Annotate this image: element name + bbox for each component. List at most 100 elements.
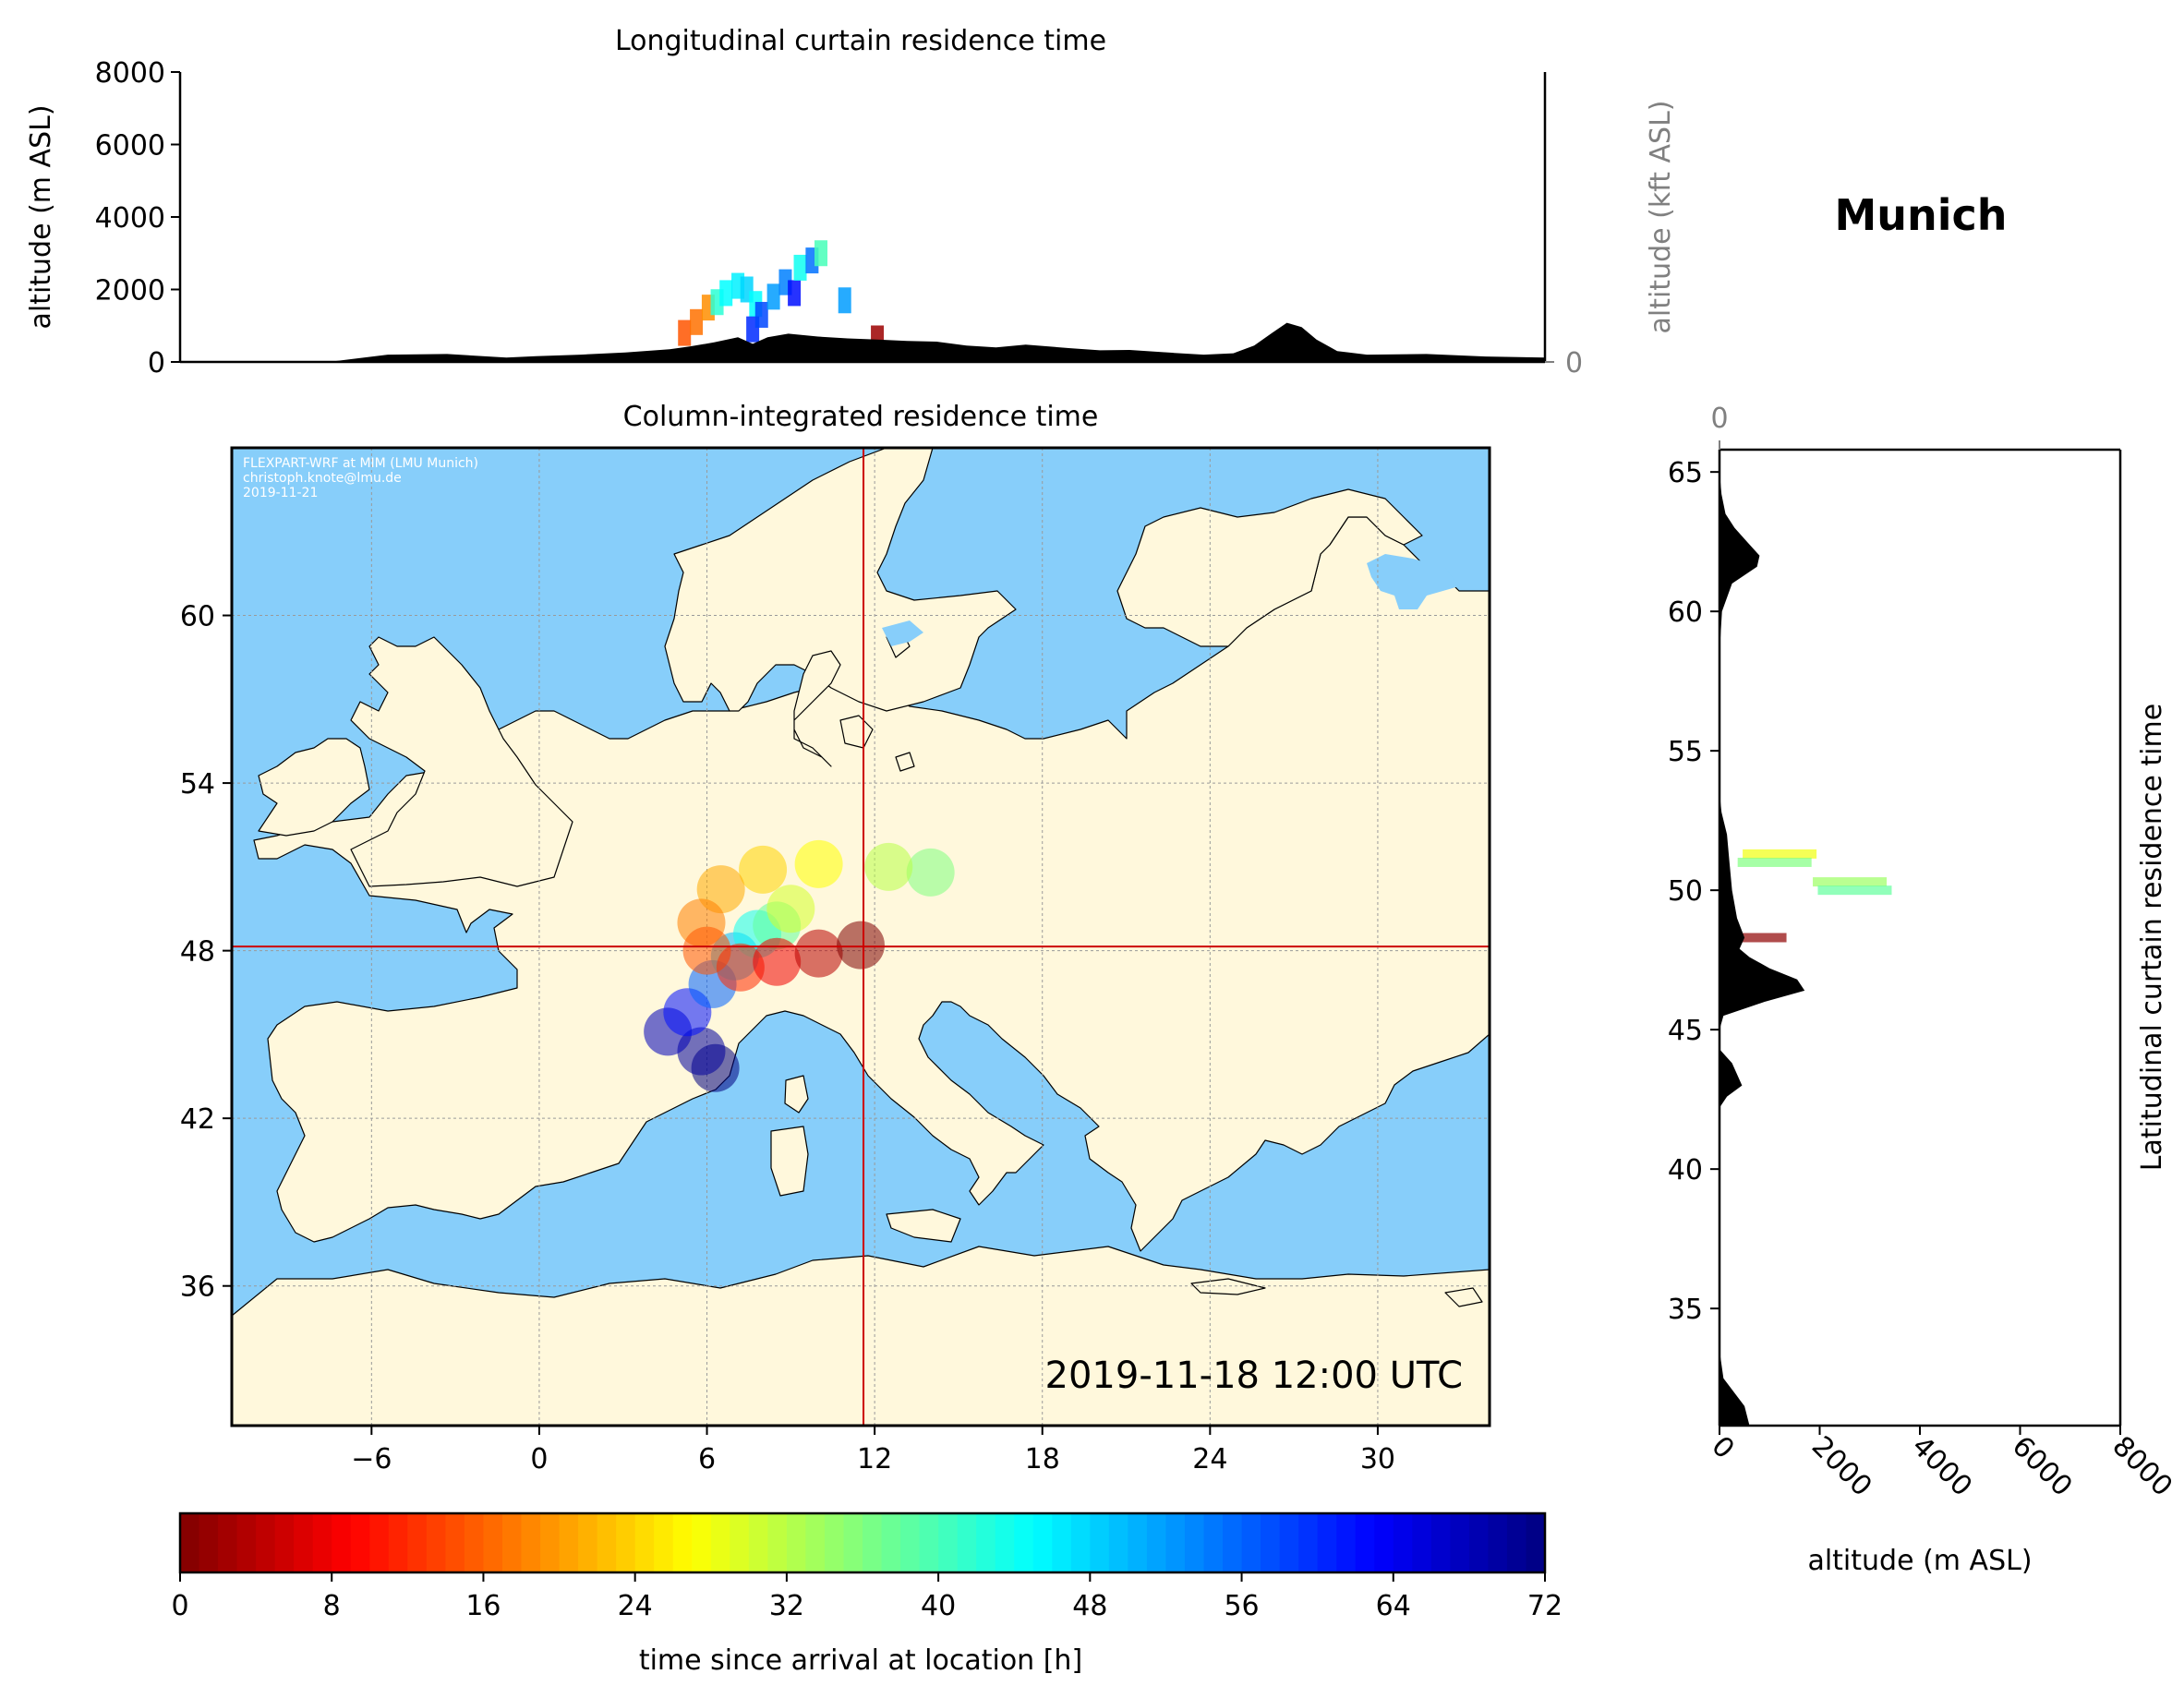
map-ytick-label: 54 [180,768,215,801]
colorbar-cell [1393,1513,1414,1572]
colorbar-cell [501,1513,523,1572]
colorbar-cell [350,1513,371,1572]
colorbar-cell [805,1513,826,1572]
colorbar-cell [180,1513,200,1572]
colorbar-cell [1488,1513,1508,1572]
right-xtick-label: 4000 [1905,1430,1978,1503]
colorbar-cell [1090,1513,1110,1572]
colorbar-cell [1241,1513,1261,1572]
right-ytick-label: 60 [1668,596,1703,629]
colorbar-cell [388,1513,409,1572]
right-residence-marks [1719,849,1892,943]
right-ytick-label: 65 [1668,457,1703,489]
colorbar-cell [710,1513,731,1572]
denmark-jutland [793,650,841,767]
colorbar-cell [824,1513,845,1572]
map-xtick-label: 12 [857,1443,892,1475]
trajectory-mark [716,943,765,992]
colorbar-cell [1355,1513,1376,1572]
top-ytick-label: 8000 [95,57,165,90]
top-residence-mark [766,283,780,310]
right-ytick-label: 50 [1668,875,1703,908]
colorbar-label: time since arrival at location [h] [639,1644,1082,1677]
corsica [784,1075,809,1114]
colorbar-cell [919,1513,939,1572]
sardinia [770,1126,809,1197]
right-xtick-label: 0 [1705,1430,1740,1465]
colorbar-cell [1317,1513,1337,1572]
right-residence-mark [1719,933,1787,943]
top-right-ylabel: altitude (kft ASL) [1645,100,1677,333]
trajectory-mark [906,848,955,897]
release-crosshair [232,448,1490,1426]
trajectory-mark [864,842,913,891]
colorbar-cell [1412,1513,1432,1572]
colorbar-cell [843,1513,863,1572]
right-terrain-area [1719,450,1805,1426]
top-residence-marks [678,240,885,352]
colorbar-tick-label: 32 [769,1590,804,1622]
colorbar-cell [672,1513,694,1572]
colorbar-tick-label: 40 [921,1590,956,1622]
top-residence-mark [793,254,807,281]
colorbar-cell [938,1513,959,1572]
right-residence-mark [1743,849,1817,859]
map-xtick-label: 0 [530,1443,548,1475]
colorbar-cell [218,1513,238,1572]
right-y-ticks: 35 40 45 50 55 60 65 [1668,457,1719,1326]
top-ytick-label: 4000 [95,202,165,235]
colorbar-cell [1070,1513,1092,1572]
top-residence-mark [788,280,802,307]
colorbar-cell [1450,1513,1470,1572]
european-mainland [253,516,1490,1252]
top-ytick-label: 6000 [95,130,165,163]
right-top-ticks: 050100 [1710,403,1729,450]
colorbar-cell [445,1513,465,1572]
right-ytick-label: 55 [1668,736,1703,768]
colorbar-cell [616,1513,636,1572]
colorbar-cell [1223,1513,1243,1572]
colorbar-cell [312,1513,333,1572]
land-masses [232,448,1490,1426]
right-axes-frame [1718,448,2122,1427]
top-residence-mark [814,240,828,267]
colorbar-cell [881,1513,901,1572]
right-ytick-label: 35 [1668,1294,1703,1326]
right-xtick-label: 8000 [2106,1430,2178,1503]
finland-karelia [1116,488,1423,647]
colorbar-cell [654,1513,674,1572]
colorbar-tick-label: 64 [1376,1590,1411,1622]
map-xtick-label: 18 [1025,1443,1060,1475]
lakes [882,554,1459,646]
colorbar-cell [256,1513,276,1572]
zealand [839,715,874,749]
colorbar-cell [1298,1513,1319,1572]
annotation-contact: christoph.knote@lmu.de [243,471,402,486]
right-ytick-label: 45 [1668,1015,1703,1047]
colorbar-cell [407,1513,428,1572]
colorbar-cell [1336,1513,1357,1572]
map-xtick-label: 6 [698,1443,716,1475]
colorbar-cell [426,1513,447,1572]
colorbar-cell [1526,1513,1546,1572]
colorbar-cell [521,1513,541,1572]
colorbar-cells [180,1513,1546,1572]
colorbar-cell [1468,1513,1490,1572]
trajectory-mark [794,929,843,978]
colorbar-cell [634,1513,655,1572]
colorbar-cell [597,1513,617,1572]
right-grid [1719,450,1720,1426]
colorbar-cell [976,1513,996,1572]
trajectory-mark [794,839,843,888]
top-residence-mark [678,319,692,346]
right-x-ticks: 0 2000 4000 6000 8000 [1705,1426,2178,1503]
right-top-tick-label: 0 [1710,403,1728,435]
colorbar-ticks: 0 8 16 24 32 40 48 56 64 72 [171,1572,1563,1622]
bornholm [895,752,915,772]
top-residence-mark [754,301,768,328]
top-left-ylabel: altitude (m ASL) [25,104,57,329]
annotation-model: FLEXPART-WRF at MIM (LMU Munich) [243,456,478,471]
colorbar-cell [730,1513,750,1572]
